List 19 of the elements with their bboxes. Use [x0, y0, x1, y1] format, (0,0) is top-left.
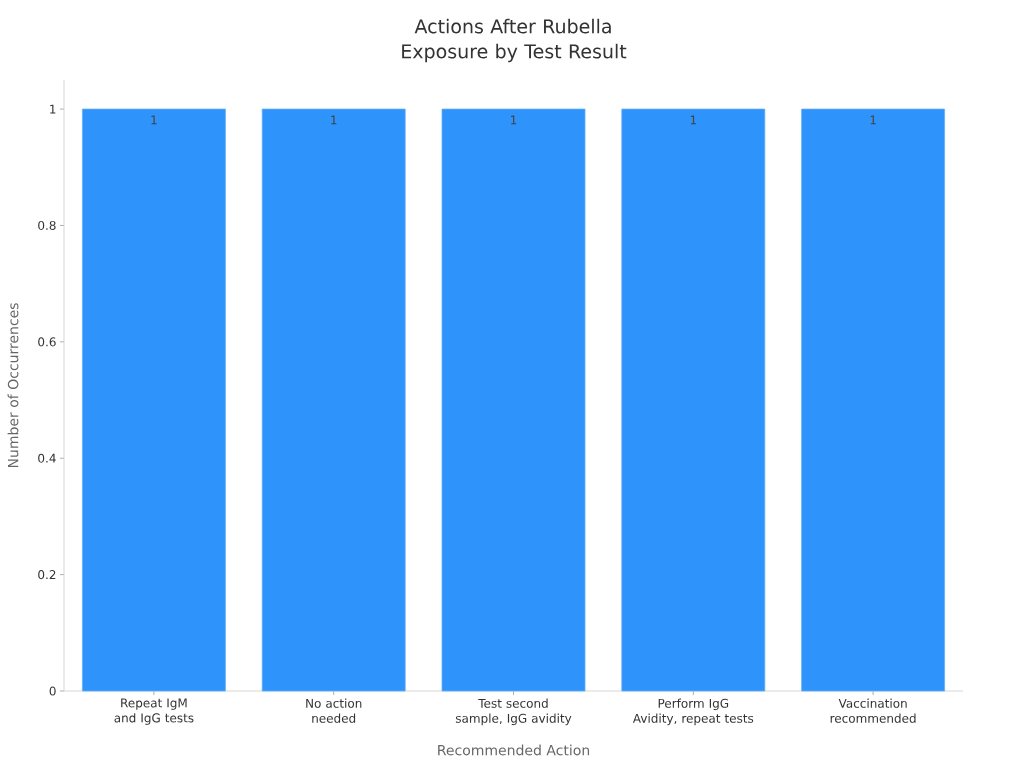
y-tick-label: 0.6 [38, 337, 56, 347]
y-tick-label: 0.2 [38, 570, 56, 580]
y-tick-label: 1 [50, 104, 56, 114]
y-tick-label: 0 [49, 686, 56, 696]
x-tick-label: Vaccination recommended [830, 698, 916, 723]
x-tick-label: No action needed [306, 698, 362, 723]
y-tick-label: 0.4 [38, 453, 56, 463]
data-label: 1 [331, 115, 337, 125]
y-tick-label: 0.8 [38, 220, 56, 231]
data-label: 1 [151, 115, 157, 125]
data-label: 1 [870, 115, 876, 125]
x-tick-label: Repeat IgM and IgG tests [114, 698, 194, 725]
chart-title: Actions After Rubella Exposure by Test Result [402, 18, 627, 63]
x-tick-label: Perform IgG Avidity, repeat tests [632, 698, 754, 726]
y-axis-title: Number of Occurrences [7, 303, 19, 468]
data-label: 1 [511, 115, 517, 125]
x-axis-title: Recommended Action [438, 744, 590, 756]
x-tick-label: Test second sample, IgG avidity [455, 698, 572, 726]
data-label: 1 [690, 115, 697, 125]
